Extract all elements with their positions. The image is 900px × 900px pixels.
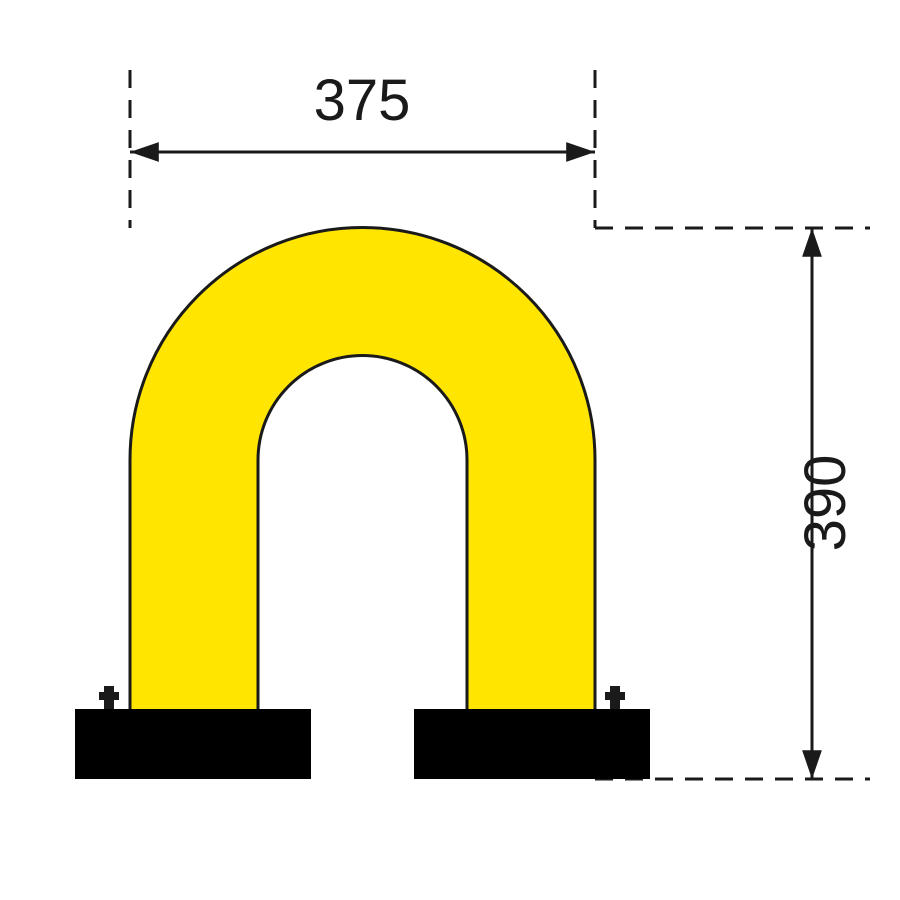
technical-drawing: 375 390 [0,0,900,900]
base-plate-right [414,709,650,779]
dimension-width-label: 375 [314,68,411,133]
dimension-height-label: 390 [793,455,858,552]
dimension-height: 390 [595,228,870,779]
dimension-width: 375 [130,68,595,228]
protective-arch [130,228,595,741]
base-plate-left [75,709,311,779]
